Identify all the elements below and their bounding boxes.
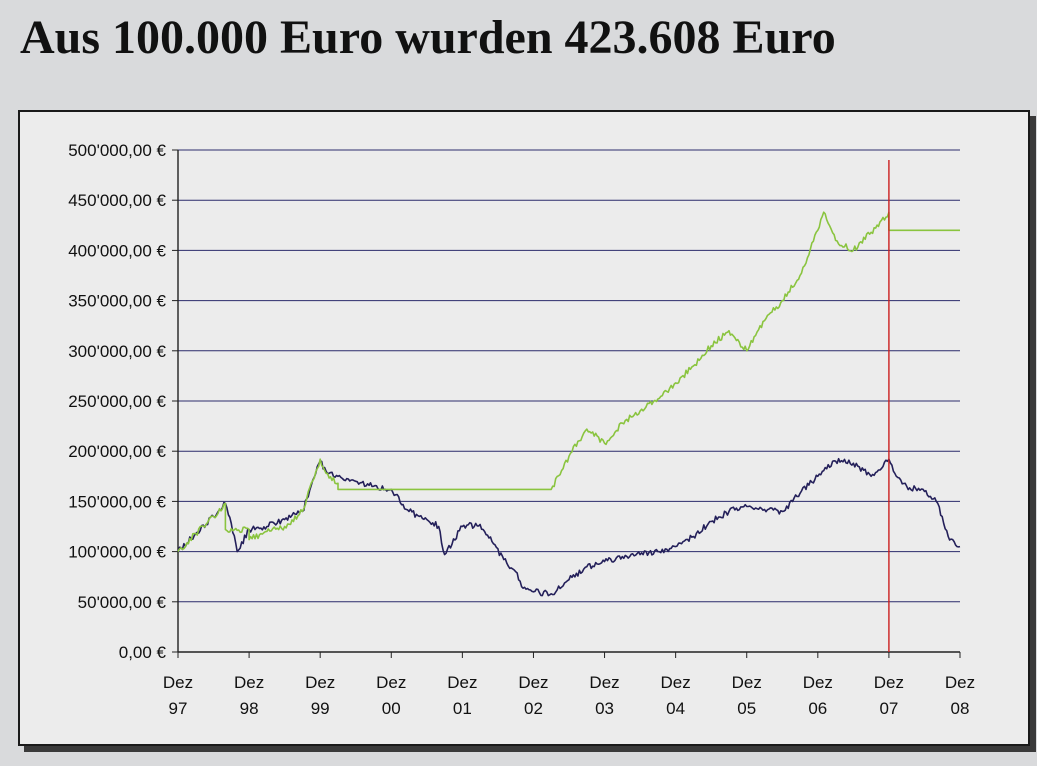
x-tick-label-year: 03 bbox=[595, 699, 614, 718]
x-tick-label-year: 97 bbox=[169, 699, 188, 718]
series-line-2 bbox=[177, 211, 960, 552]
x-axis: Dez 97 Dez 98 Dez 99 Dez 00 Dez 01 Dez 02 Dez 03 Dez 04… bbox=[163, 652, 975, 718]
x-tick-label-month: Dez bbox=[589, 673, 619, 692]
x-tick-label-month: Dez bbox=[803, 673, 833, 692]
x-tick-label-year: 98 bbox=[240, 699, 259, 718]
x-tick-label-year: 05 bbox=[737, 699, 756, 718]
x-tick-label-year: 02 bbox=[524, 699, 543, 718]
x-tick-label-month: Dez bbox=[732, 673, 762, 692]
x-tick-label-year: 08 bbox=[951, 699, 970, 718]
series-line-1 bbox=[177, 457, 961, 597]
y-tick-label: 50'000,00 € bbox=[78, 593, 167, 612]
y-tick-label: 500'000,00 € bbox=[68, 141, 166, 160]
x-tick-label-month: Dez bbox=[447, 673, 477, 692]
headline: Aus 100.000 Euro wurden 423.608 Euro bbox=[20, 11, 836, 64]
y-tick-label: 350'000,00 € bbox=[68, 292, 166, 311]
x-tick-label-year: 00 bbox=[382, 699, 401, 718]
x-tick-label-month: Dez bbox=[163, 673, 193, 692]
y-tick-label: 300'000,00 € bbox=[68, 342, 166, 361]
chart-frame: 0,00 € 50'000,00 € 100'000,00 € 150'000,00 … bbox=[18, 110, 1030, 746]
y-tick-label: 150'000,00 € bbox=[68, 492, 166, 511]
x-tick-label-year: 99 bbox=[311, 699, 330, 718]
y-tick-label: 250'000,00 € bbox=[68, 392, 166, 411]
x-tick-label-year: 06 bbox=[808, 699, 827, 718]
x-tick-label-month: Dez bbox=[945, 673, 975, 692]
x-tick-label-month: Dez bbox=[305, 673, 335, 692]
series-group bbox=[177, 211, 961, 597]
x-tick-label-month: Dez bbox=[376, 673, 406, 692]
y-axis: 0,00 € 50'000,00 € 100'000,00 € 150'000,00 … bbox=[68, 141, 179, 662]
line-chart: 0,00 € 50'000,00 € 100'000,00 € 150'000,00 … bbox=[68, 141, 975, 718]
x-tick-label-year: 07 bbox=[879, 699, 898, 718]
x-tick-label-month: Dez bbox=[874, 673, 904, 692]
x-tick-label-month: Dez bbox=[234, 673, 264, 692]
y-tick-label: 0,00 € bbox=[119, 643, 167, 662]
y-tick-label: 450'000,00 € bbox=[68, 191, 166, 210]
x-tick-label-month: Dez bbox=[661, 673, 691, 692]
x-tick-label-month: Dez bbox=[518, 673, 548, 692]
y-tick-label: 200'000,00 € bbox=[68, 442, 166, 461]
y-tick-label: 400'000,00 € bbox=[68, 241, 166, 260]
x-tick-label-year: 01 bbox=[453, 699, 472, 718]
y-tick-label: 100'000,00 € bbox=[68, 543, 166, 562]
x-tick-label-year: 04 bbox=[666, 699, 685, 718]
grid bbox=[178, 149, 960, 653]
